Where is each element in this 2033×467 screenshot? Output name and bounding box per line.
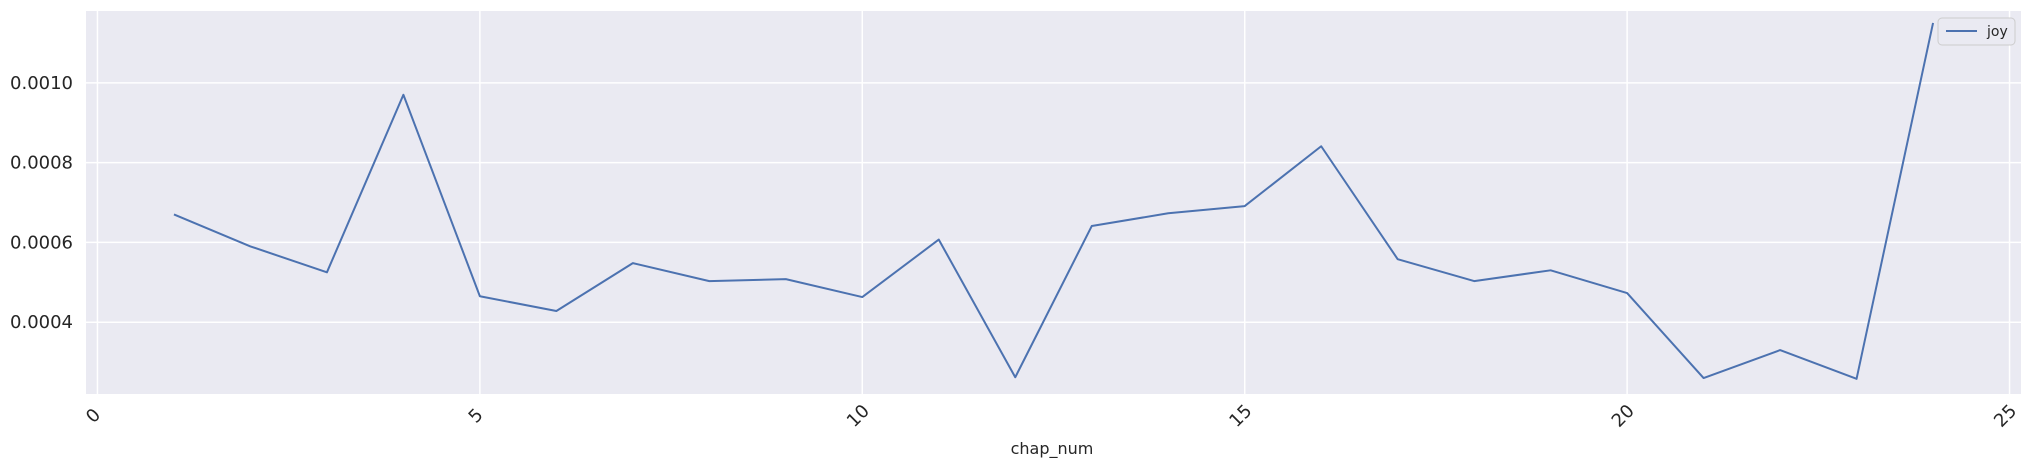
x-tick-label: 0 [82, 405, 105, 428]
y-tick-label: 0.0010 [10, 73, 73, 94]
series-line-joy [173, 22, 1935, 380]
legend-label-joy: joy [1986, 24, 2008, 40]
x-tick-label: 10 [843, 401, 874, 432]
grid [86, 11, 2021, 394]
legend: joy [1937, 17, 2016, 46]
y-tick-label: 0.0006 [10, 232, 73, 253]
y-tick-label: 0.0008 [10, 153, 73, 174]
plot-area [86, 11, 2021, 394]
x-tick-label: 25 [1990, 401, 2021, 432]
y-axis-ticks: 0.0004 0.0006 0.0008 0.0010 [10, 73, 73, 333]
x-tick-label: 20 [1608, 401, 1639, 432]
series-layer [173, 22, 1935, 380]
x-tick-label: 15 [1225, 401, 1256, 432]
y-tick-label: 0.0004 [10, 312, 73, 333]
x-axis-label: chap_num [1011, 439, 1094, 459]
x-axis-ticks: 0 5 10 15 20 25 [82, 401, 2021, 432]
x-tick-label: 5 [465, 405, 488, 428]
